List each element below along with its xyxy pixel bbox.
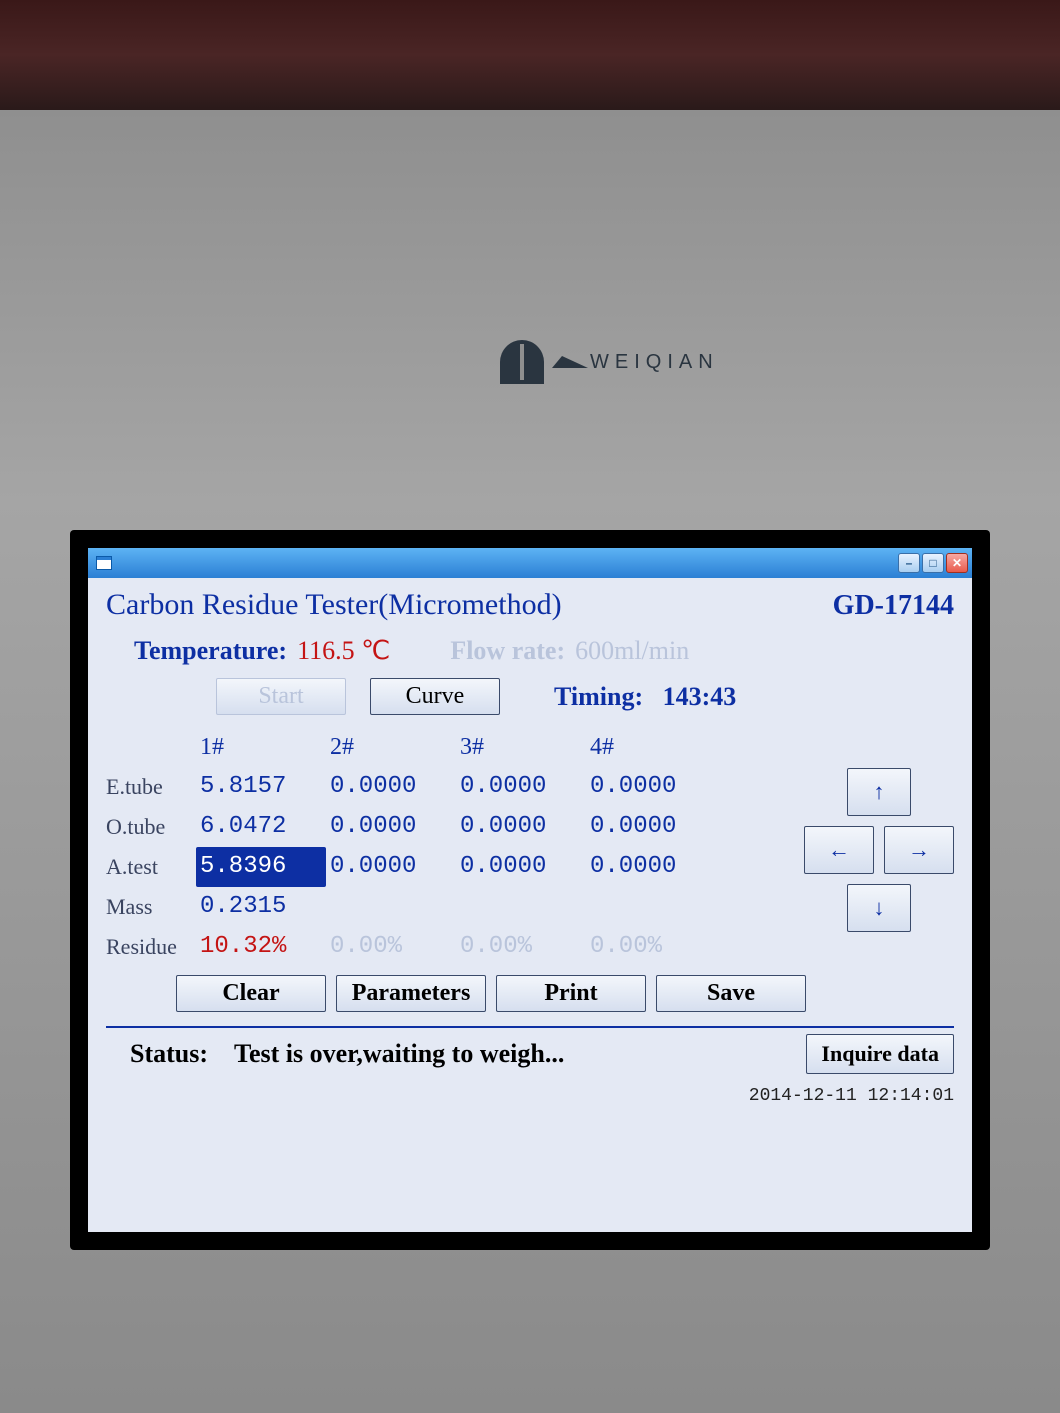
parameters-button[interactable]: Parameters <box>336 975 486 1012</box>
timestamp: 2014-12-11 12:14:01 <box>88 1080 972 1108</box>
title-row: Carbon Residue Tester(Micromethod) GD-17… <box>106 588 954 622</box>
cell[interactable]: 5.8157 <box>196 767 326 807</box>
cell[interactable]: 0.0000 <box>456 847 586 887</box>
col-header-2: 2# <box>326 727 456 767</box>
row-label-residue: Residue <box>106 927 196 967</box>
timing-label: Timing: <box>554 682 643 711</box>
clear-button[interactable]: Clear <box>176 975 326 1012</box>
cell: 0.00% <box>326 927 456 967</box>
row-label-atest: A.test <box>106 847 196 887</box>
col-header-4: 4# <box>586 727 716 767</box>
col-header-1: 1# <box>196 727 326 767</box>
save-button[interactable]: Save <box>656 975 806 1012</box>
row-label-mass: Mass <box>106 887 196 927</box>
screen-bezel: – □ ✕ Carbon Residue Tester(Micromethod)… <box>70 530 990 1250</box>
cell[interactable]: 0.0000 <box>456 767 586 807</box>
model-number: GD-17144 <box>833 590 954 622</box>
cell[interactable]: 0.0000 <box>326 847 456 887</box>
cell-selected[interactable]: 5.8396 <box>196 847 326 887</box>
cell[interactable]: 0.0000 <box>586 767 716 807</box>
arrow-right-button[interactable]: → <box>884 826 954 874</box>
cell: 0.00% <box>586 927 716 967</box>
window-icon <box>96 556 112 570</box>
timing-group: Timing: 143:43 <box>554 682 736 712</box>
table-row: E.tube 5.8157 0.0000 0.0000 0.0000 <box>106 767 786 807</box>
inquire-data-button[interactable]: Inquire data <box>806 1034 954 1074</box>
cell[interactable]: 0.0000 <box>586 807 716 847</box>
table-row: Mass 0.2315 <box>106 887 786 927</box>
data-table: 1# 2# 3# 4# E.tube 5.8157 0.0000 0.0000 … <box>106 727 786 967</box>
status-label: Status: <box>130 1039 208 1068</box>
row-label-etube: E.tube <box>106 767 196 807</box>
data-area: 1# 2# 3# 4# E.tube 5.8157 0.0000 0.0000 … <box>106 727 954 967</box>
cell[interactable]: 0.0000 <box>586 847 716 887</box>
window-titlebar: – □ ✕ <box>88 548 972 578</box>
cell[interactable]: 0.2315 <box>196 887 326 927</box>
close-button[interactable]: ✕ <box>946 553 968 573</box>
col-header-3: 3# <box>456 727 586 767</box>
table-row: A.test 5.8396 0.0000 0.0000 0.0000 <box>106 847 786 887</box>
table-row: O.tube 6.0472 0.0000 0.0000 0.0000 <box>106 807 786 847</box>
parameter-row: Temperature: 116.5 ℃ Flow rate: 600ml/mi… <box>106 636 954 666</box>
arrow-pad: ↑ ← → ↓ <box>804 727 954 967</box>
bottom-button-row: Clear Parameters Print Save <box>106 975 954 1012</box>
status-row: Status: Test is over,waiting to weigh...… <box>106 1026 954 1074</box>
arrow-left-button[interactable]: ← <box>804 826 874 874</box>
photo-background-top <box>0 0 1060 110</box>
status-text: Status: Test is over,waiting to weigh... <box>106 1039 564 1069</box>
window-controls: – □ ✕ <box>898 553 968 573</box>
arrow-down-button[interactable]: ↓ <box>847 884 911 932</box>
print-button[interactable]: Print <box>496 975 646 1012</box>
cell: 10.32% <box>196 927 326 967</box>
window-content: Carbon Residue Tester(Micromethod) GD-17… <box>88 578 972 1080</box>
brand-triangle-icon <box>552 356 588 368</box>
screen: – □ ✕ Carbon Residue Tester(Micromethod)… <box>88 548 972 1232</box>
app-title: Carbon Residue Tester(Micromethod) <box>106 588 562 622</box>
row-label-otube: O.tube <box>106 807 196 847</box>
cell[interactable]: 6.0472 <box>196 807 326 847</box>
arrow-up-button[interactable]: ↑ <box>847 768 911 816</box>
status-message: Test is over,waiting to weigh... <box>234 1039 564 1068</box>
flowrate-value: 600ml/min <box>575 636 689 666</box>
control-button-row: Start Curve Timing: 143:43 <box>106 678 954 715</box>
table-row: Residue 10.32% 0.00% 0.00% 0.00% <box>106 927 786 967</box>
flowrate-label: Flow rate: <box>450 636 565 666</box>
cell[interactable]: 0.0000 <box>326 767 456 807</box>
brand-logo-icon <box>500 340 544 384</box>
temperature-value: 116.5 ℃ <box>297 636 390 666</box>
table-header-row: 1# 2# 3# 4# <box>106 727 786 767</box>
curve-button[interactable]: Curve <box>370 678 500 715</box>
timing-value: 143:43 <box>663 682 737 711</box>
instrument-body: WEIQIAN – □ ✕ Carbon Residue Tester(Micr… <box>0 110 1060 1413</box>
cell: 0.00% <box>456 927 586 967</box>
brand-text: WEIQIAN <box>590 351 719 374</box>
minimize-button[interactable]: – <box>898 553 920 573</box>
brand-area: WEIQIAN <box>500 340 719 384</box>
temperature-label: Temperature: <box>134 636 287 666</box>
cell[interactable]: 0.0000 <box>326 807 456 847</box>
maximize-button[interactable]: □ <box>922 553 944 573</box>
cell[interactable]: 0.0000 <box>456 807 586 847</box>
start-button[interactable]: Start <box>216 678 346 715</box>
